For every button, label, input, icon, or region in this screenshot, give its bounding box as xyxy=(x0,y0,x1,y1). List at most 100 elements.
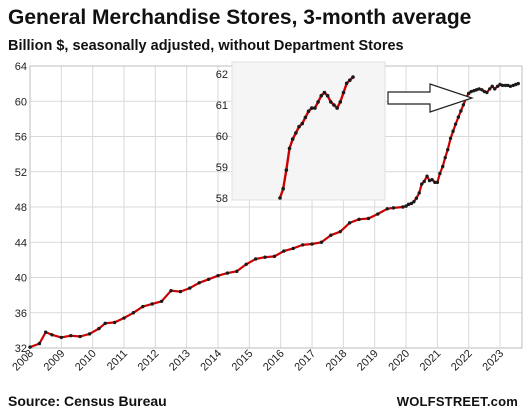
inset-data-point xyxy=(328,100,333,104)
data-point xyxy=(300,243,305,247)
chart-subtitle: Billion $, seasonally adjusted, without … xyxy=(8,38,404,54)
x-tick-label: 2018 xyxy=(324,348,350,374)
data-point xyxy=(469,89,473,94)
x-tick-label: 2014 xyxy=(198,348,224,374)
inset-y-tick-label: 62 xyxy=(216,69,228,81)
data-point xyxy=(338,229,342,234)
inset-data-point xyxy=(287,146,292,151)
data-point xyxy=(103,321,107,326)
data-point xyxy=(493,87,497,91)
inset-y-tick-label: 60 xyxy=(216,131,228,143)
data-point xyxy=(443,155,447,160)
data-point xyxy=(409,201,414,206)
x-tick-label: 2021 xyxy=(418,348,444,374)
data-point xyxy=(500,83,505,88)
inset-data-point xyxy=(325,93,330,98)
data-point xyxy=(291,246,295,251)
data-point xyxy=(433,180,437,185)
inset-data-point xyxy=(297,124,301,129)
data-point xyxy=(406,202,411,207)
x-tick-label: 2019 xyxy=(355,348,381,374)
y-tick-label: 36 xyxy=(15,308,27,320)
inset-data-point xyxy=(306,109,311,113)
x-axis-ticks: 2008 2009 2010 2011 2012 2013 2014 2015 2016 2017… xyxy=(10,348,506,374)
chart-title: General Merchandise Stores, 3-month aver… xyxy=(8,6,472,29)
data-point xyxy=(244,262,248,266)
y-tick-label: 60 xyxy=(15,96,27,108)
x-tick-label: 2013 xyxy=(167,348,193,374)
inset-background xyxy=(231,61,386,201)
inset-data-point xyxy=(348,78,352,82)
data-point xyxy=(69,333,73,338)
data-point xyxy=(235,269,239,274)
data-point xyxy=(448,136,453,140)
inset-data-point xyxy=(322,90,327,95)
data-point xyxy=(131,311,136,315)
x-tick-label: 2010 xyxy=(73,348,99,374)
data-point xyxy=(430,177,434,182)
data-point xyxy=(141,304,145,309)
data-point xyxy=(216,274,220,278)
inset-data-point xyxy=(278,196,282,200)
data-point xyxy=(329,233,333,237)
data-point xyxy=(459,109,463,113)
data-point xyxy=(480,88,484,92)
data-point xyxy=(87,332,92,336)
data-point xyxy=(43,330,48,334)
data-point xyxy=(347,221,352,225)
data-point xyxy=(438,171,442,176)
data-point xyxy=(451,129,455,133)
inset-data-point xyxy=(290,137,295,141)
arrow-shape xyxy=(387,83,474,113)
y-tick-label: 48 xyxy=(15,202,27,214)
data-point xyxy=(366,216,371,221)
data-point xyxy=(385,207,389,211)
data-point xyxy=(357,217,361,222)
data-point xyxy=(376,212,380,216)
data-point xyxy=(467,91,471,96)
data-point xyxy=(420,182,424,186)
x-tick-label: 2011 xyxy=(105,348,130,373)
data-point xyxy=(441,164,445,169)
x-tick-label: 2015 xyxy=(230,348,256,374)
data-point xyxy=(225,271,230,275)
data-point xyxy=(112,320,117,325)
inset-data-point xyxy=(332,103,336,107)
data-point xyxy=(206,277,211,281)
y-tick-label: 40 xyxy=(15,273,27,285)
data-point xyxy=(319,240,324,244)
data-point xyxy=(422,179,426,184)
inset-data-point xyxy=(294,131,298,135)
inset-data-point xyxy=(344,81,349,86)
x-tick-label: 2022 xyxy=(449,348,475,374)
inset-y-tick-label: 58 xyxy=(216,193,228,205)
x-tick-label: 2020 xyxy=(386,348,412,374)
source-note: Source: Census Bureau xyxy=(8,393,167,409)
x-tick-label: 2023 xyxy=(480,348,506,374)
data-point xyxy=(417,191,421,195)
data-point xyxy=(508,84,513,88)
data-point xyxy=(485,90,489,95)
data-point xyxy=(401,205,405,209)
data-point xyxy=(122,316,126,320)
data-point xyxy=(453,122,458,126)
data-point xyxy=(28,345,32,349)
data-point xyxy=(404,204,408,208)
data-point xyxy=(178,289,183,294)
data-point xyxy=(78,334,82,339)
inset-chart: 58 59 60 61 62 xyxy=(216,61,386,205)
inset-data-point xyxy=(303,115,308,120)
data-point xyxy=(414,196,419,200)
data-point xyxy=(310,242,314,246)
inset-data-point xyxy=(284,168,289,172)
data-point xyxy=(391,206,396,210)
x-tick-label: 2009 xyxy=(42,348,68,374)
data-point xyxy=(169,289,173,293)
annotation-arrow xyxy=(387,83,474,113)
inset-data-point xyxy=(300,121,305,126)
y-axis-ticks: 32 36 40 44 48 52 56 60 64 xyxy=(15,61,27,355)
inset-data-point xyxy=(313,106,317,110)
y-tick-label: 44 xyxy=(15,237,27,249)
main-series xyxy=(28,81,520,349)
